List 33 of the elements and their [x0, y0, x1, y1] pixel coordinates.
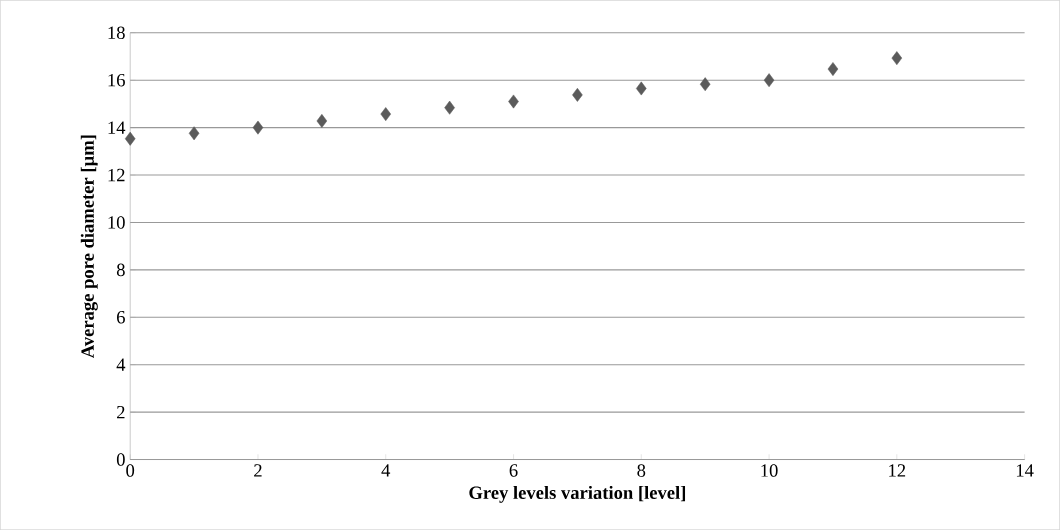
x-tick-label: 12 [889, 464, 906, 477]
x-tick-label: 0 [126, 464, 135, 477]
x-tick-label: 14 [1016, 464, 1034, 477]
y-tick-label: 2 [117, 405, 125, 419]
x-tick-label: 4 [381, 464, 391, 477]
point [316, 114, 328, 128]
x-tick-label: 8 [637, 464, 646, 477]
y-tick-label: 16 [108, 73, 125, 87]
point [508, 94, 519, 109]
y-tick-label: 8 [116, 263, 125, 277]
point [636, 81, 647, 96]
x-tick-label: 2 [254, 464, 262, 477]
point [188, 126, 200, 141]
y-tick-label: 4 [116, 358, 126, 371]
x-tick-label: 10 [761, 464, 778, 477]
x-tick-label: 6 [509, 464, 518, 477]
point [444, 100, 455, 115]
point [252, 120, 264, 135]
y-tick-label: 18 [108, 26, 125, 39]
y-axis-title: Average pore diameter [µm] [80, 135, 98, 359]
y-tick-label: 14 [108, 121, 126, 134]
point [572, 87, 583, 102]
x-axis-title: Grey levels variation [level] [469, 485, 686, 503]
point [763, 73, 775, 88]
y-tick-label: 0 [116, 453, 125, 466]
point [124, 131, 136, 146]
point [891, 51, 903, 65]
y-tick-label: 6 [117, 311, 125, 324]
y-tick-label: 12 [108, 168, 125, 182]
y-tick-label: 10 [108, 216, 125, 229]
point [380, 107, 391, 121]
point [699, 77, 711, 92]
point [827, 62, 839, 76]
